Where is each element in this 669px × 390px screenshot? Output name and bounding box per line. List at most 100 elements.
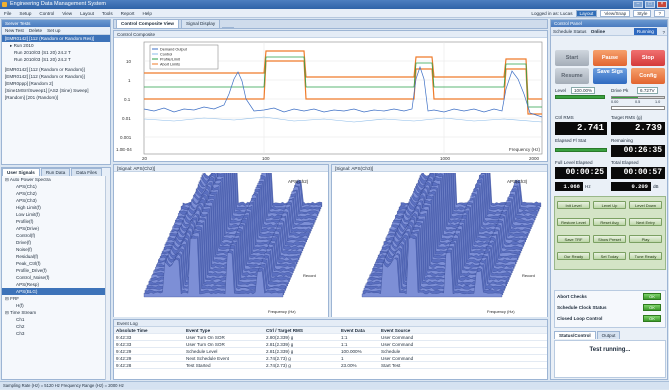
table-row[interactable]: 9:42:33 User Turn On SOR 2.80(2.339) g 1:1 U… bbox=[114, 334, 547, 341]
tab-signal-display[interactable]: Signal Display bbox=[181, 19, 220, 28]
test-item[interactable]: [EMR0142] [112 (Random or Random)] bbox=[2, 73, 110, 80]
test-item[interactable]: [EMR0142] [112 (Random or Random)] bbox=[2, 66, 110, 73]
level-control-button[interactable]: Restore Level bbox=[557, 218, 590, 226]
signal-item[interactable]: APS(Ch2) bbox=[2, 190, 110, 197]
tab-control-composite[interactable]: Control Composite View bbox=[116, 19, 179, 28]
column-header[interactable]: Event Type bbox=[184, 327, 264, 333]
level-control-button[interactable]: Set Today bbox=[593, 252, 626, 260]
pause-button[interactable]: Pause bbox=[593, 50, 627, 66]
setup-test-button[interactable]: Set up bbox=[47, 28, 60, 33]
signal-item[interactable]: Profile_Drive(f) bbox=[2, 267, 110, 274]
signal-item[interactable]: High Limit(f) bbox=[2, 204, 110, 211]
signal-item[interactable]: Ch2 bbox=[2, 323, 110, 330]
menu-control[interactable]: Control bbox=[39, 11, 54, 16]
signal-group[interactable]: ⊟ Auto Power Spectra bbox=[2, 176, 110, 183]
signal-item[interactable]: APS(Drive) bbox=[2, 225, 110, 232]
level-control-button[interactable]: Level Down bbox=[629, 201, 662, 209]
signal-item[interactable]: APS(Ch3) bbox=[2, 197, 110, 204]
signal-item[interactable]: Low Limit(f) bbox=[2, 211, 110, 218]
table-row[interactable]: 9:42:33 User Turn On SOR 2.81(2.339) g 1:1 U… bbox=[114, 341, 547, 348]
level-control-button[interactable]: Show Preset bbox=[593, 235, 626, 243]
waterfall-right-plot[interactable]: APS(Ch3) Frequency (Hz) Record bbox=[332, 173, 547, 317]
save-sigs-button[interactable]: Save Sigs bbox=[593, 68, 627, 84]
style-button[interactable]: Style bbox=[633, 10, 651, 17]
drive-scale-bar bbox=[611, 106, 665, 110]
stop-button[interactable]: Stop bbox=[631, 50, 665, 66]
signal-item[interactable]: Peak_Ctrl(f) bbox=[2, 260, 110, 267]
tab-status-control[interactable]: Status/Control bbox=[554, 331, 596, 339]
signal-group[interactable]: ⊟ FRF bbox=[2, 295, 110, 302]
signal-item[interactable]: H(f) bbox=[2, 302, 110, 309]
tab-data-files[interactable]: Data Files bbox=[71, 168, 102, 176]
level-control-button[interactable]: Tune Ready bbox=[629, 252, 662, 260]
level-bar bbox=[555, 95, 605, 99]
menu-tools[interactable]: Tools bbox=[102, 11, 113, 16]
signal-item[interactable]: APS(Ch1) bbox=[2, 183, 110, 190]
config-button[interactable]: Config bbox=[631, 68, 665, 84]
help-icon[interactable]: ? bbox=[662, 28, 665, 37]
level-control-button[interactable]: Level Up bbox=[593, 201, 626, 209]
maximize-button[interactable]: □ bbox=[645, 1, 655, 8]
table-cell: 1:1 bbox=[339, 334, 379, 340]
signal-item[interactable]: Control_Noise(f) bbox=[2, 274, 110, 281]
column-header[interactable]: Event Source bbox=[379, 327, 459, 333]
level-control-button[interactable]: Play bbox=[629, 235, 662, 243]
level-control-button[interactable]: Our Ready bbox=[557, 252, 590, 260]
column-header[interactable]: Event Data bbox=[339, 327, 379, 333]
signal-item[interactable]: Ch3 bbox=[2, 330, 110, 337]
signal-item[interactable]: Ch1 bbox=[2, 316, 110, 323]
y-tick: 0.001 bbox=[120, 135, 132, 140]
minimize-button[interactable]: – bbox=[633, 1, 643, 8]
level-control-button[interactable]: Reset Avg bbox=[593, 218, 626, 226]
waterfall-right-title: [Signal: APS(Ch3)] bbox=[332, 165, 547, 172]
new-tab-button[interactable] bbox=[222, 27, 234, 28]
control-panel-header: Control Panel bbox=[551, 20, 667, 27]
tab-run-data[interactable]: Run Data bbox=[41, 168, 70, 176]
signals-panel: User Signals Run Data Data Files ⊟ Auto … bbox=[1, 167, 111, 380]
signal-item[interactable]: Drive(f) bbox=[2, 239, 110, 246]
column-header[interactable]: Ctrl / Target RMS bbox=[264, 327, 339, 333]
signal-group[interactable]: ⊟ Time Stream bbox=[2, 309, 110, 316]
menu-report[interactable]: Report bbox=[121, 11, 135, 16]
new-test-button[interactable]: New Test bbox=[5, 28, 24, 33]
signal-item[interactable]: Profile(f) bbox=[2, 218, 110, 225]
test-run-item[interactable]: Run 2010/03 (S1 20) 24.2 T bbox=[2, 56, 110, 63]
test-item[interactable]: [EMR0142] [112 (Random or Random Res)] bbox=[2, 35, 110, 42]
signal-item[interactable]: Residual(f) bbox=[2, 253, 110, 260]
close-button[interactable]: × bbox=[657, 1, 667, 8]
test-item[interactable]: [EMR0ppp] [Random 2] bbox=[2, 80, 110, 87]
table-row[interactable]: 9:42:29 Next Schedule Event 2.74(2.73) g 1 U… bbox=[114, 355, 547, 362]
drive-scale-tick: 0.5 bbox=[635, 100, 640, 104]
table-row[interactable]: 9:42:28 Test Started 2.74(2.73) g 23.00% Sta… bbox=[114, 362, 547, 369]
menu-view[interactable]: View bbox=[62, 11, 72, 16]
delete-test-button[interactable]: Delete bbox=[29, 28, 42, 33]
signal-item[interactable]: Control(f) bbox=[2, 232, 110, 239]
menu-layout[interactable]: Layout bbox=[80, 11, 94, 16]
table-row[interactable]: 9:42:29 Schedule Level 2.81(2.339) g 100.00… bbox=[114, 348, 547, 355]
test-item[interactable]: [Sine1MSrr/Sweep1] [AS2 (Sine) Sweep] bbox=[2, 87, 110, 94]
test-item[interactable]: [Random] [201 (Random)] bbox=[2, 94, 110, 101]
test-run-item[interactable]: Run 2010/03 (S1 20) 24.2 T bbox=[2, 49, 110, 56]
start-button[interactable]: Start bbox=[555, 50, 589, 66]
table-cell: Start Test bbox=[379, 362, 459, 368]
layout-button[interactable]: Layout bbox=[576, 10, 598, 17]
level-control-button[interactable]: Next Entry bbox=[629, 218, 662, 226]
menu-setup[interactable]: Setup bbox=[19, 11, 31, 16]
view-snap-button[interactable]: View/Snap bbox=[600, 10, 630, 17]
resume-button[interactable]: Resume bbox=[555, 68, 589, 84]
signal-item[interactable]: Noise(f) bbox=[2, 246, 110, 253]
level-control-button[interactable]: Init Level bbox=[557, 201, 590, 209]
tab-output[interactable]: Output bbox=[597, 331, 621, 339]
signal-item[interactable]: APS(Resp) bbox=[2, 281, 110, 288]
menu-file[interactable]: File bbox=[4, 11, 11, 16]
waterfall-left-plot[interactable]: APS(Ch2) Frequency (Hz) Record bbox=[114, 173, 328, 317]
composite-plot[interactable]: 10 1 0.1 0.01 0.001 1.0E-04 20 100 1000 … bbox=[114, 39, 547, 162]
menu-help[interactable]: Help bbox=[142, 11, 151, 16]
column-header[interactable]: Absolute Time bbox=[114, 327, 184, 333]
level-control-button[interactable]: Save TRF bbox=[557, 235, 590, 243]
signal-item[interactable]: APS(BLG) bbox=[2, 288, 110, 295]
tab-user-signals[interactable]: User Signals bbox=[2, 168, 40, 176]
test-run-item[interactable]: ▸ Run 2010 bbox=[2, 42, 110, 49]
help-icon[interactable]: ? bbox=[654, 10, 665, 17]
signals-scrollbar[interactable] bbox=[105, 176, 110, 380]
